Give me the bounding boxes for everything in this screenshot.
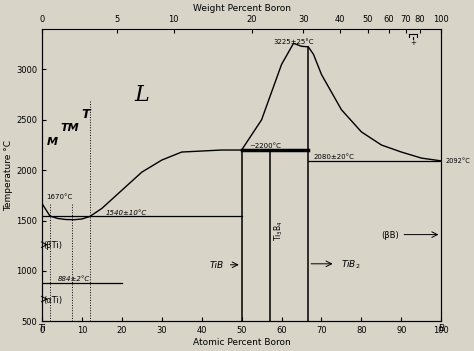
Text: 2080±20°C: 2080±20°C [313,154,355,160]
Text: ~2200°C: ~2200°C [250,143,282,148]
Text: L: L [135,84,149,106]
Text: TiB: TiB [210,261,224,270]
Text: 1670°C: 1670°C [46,194,72,200]
Text: 884±2°C: 884±2°C [58,276,90,282]
X-axis label: Atomic Percent Boron: Atomic Percent Boron [193,338,291,347]
Text: Ti: Ti [38,324,46,333]
Text: Ti$_3$B$_4$: Ti$_3$B$_4$ [272,220,284,241]
X-axis label: Weight Percent Boron: Weight Percent Boron [192,4,291,13]
Y-axis label: Temperature °C: Temperature °C [4,140,13,211]
Text: B: B [438,324,444,333]
Text: TiB$_2$: TiB$_2$ [341,259,361,271]
Text: M: M [46,137,57,147]
Text: (αTi): (αTi) [43,296,62,305]
Text: (βB): (βB) [382,231,399,240]
Text: 2092°C: 2092°C [445,158,470,164]
Text: TM: TM [61,123,79,133]
Text: 3225±25°C: 3225±25°C [273,39,314,45]
Text: (βTi): (βTi) [43,241,62,250]
Text: T: T [82,108,90,121]
Text: 1540±10°C: 1540±10°C [106,210,147,216]
Text: +: + [410,40,416,46]
